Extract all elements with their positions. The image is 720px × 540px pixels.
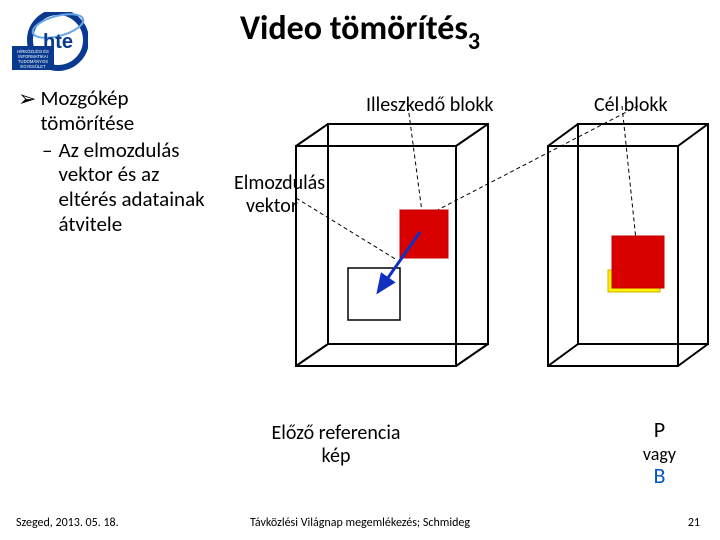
bullet-main-text: Mozgókép tömörítése — [40, 86, 218, 136]
bullet-marker-icon: ➢ — [18, 86, 36, 136]
label-prev-ref-l1: Előző referencia — [271, 421, 400, 445]
bullet-main: ➢ Mozgókép tömörítése — [18, 86, 218, 136]
title-subscript: 3 — [468, 27, 480, 56]
leader-matching-block — [408, 106, 422, 212]
title-text: Video tömörítés — [240, 8, 468, 49]
frame-p: P — [654, 416, 665, 443]
bullet-sub-text: Az elmozdulás vektor és az eltérés adata… — [58, 138, 218, 237]
label-prev-ref: Előző referencia kép — [246, 422, 426, 468]
prev-frame — [296, 124, 488, 366]
search-box — [348, 268, 400, 320]
footer-page-number: 21 — [688, 516, 700, 530]
label-prev-ref-l2: kép — [322, 444, 351, 468]
leader-target-block-a — [622, 106, 636, 240]
leader-mv-label — [296, 198, 397, 260]
footer-center: Távközlési Világnap megemlékezés; Schmid… — [0, 516, 720, 530]
motion-vector-arrow — [378, 232, 420, 292]
bullet-block: ➢ Mozgókép tömörítése – Az elmozdulás ve… — [18, 86, 218, 237]
svg-text:EGYESÜLET: EGYESÜLET — [20, 64, 46, 69]
frame-b: B — [653, 462, 665, 489]
frame-type-label: P vagy B — [643, 418, 676, 487]
leader-target-block-b — [426, 106, 638, 216]
dash-icon: – — [42, 138, 52, 237]
slide-title: Video tömörítés3 — [0, 8, 720, 54]
target-block — [612, 236, 664, 288]
bullet-sub: – Az elmozdulás vektor és az eltérés ada… — [42, 138, 218, 237]
